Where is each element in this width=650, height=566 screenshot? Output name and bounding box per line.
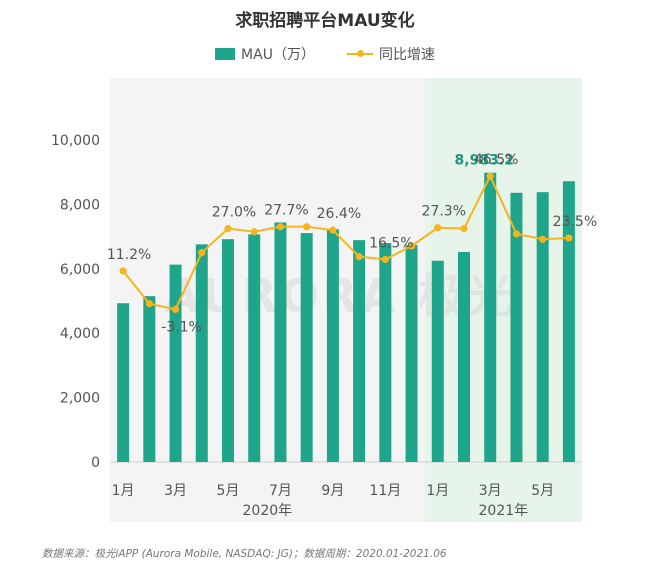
- chart-title: 求职招聘平台MAU变化: [235, 11, 415, 31]
- legend-label-yoy: 同比增速: [378, 47, 435, 63]
- yoy-point: [355, 253, 363, 261]
- x-tick-label: 7月: [269, 483, 292, 499]
- data-source-note: 数据来源：极光iAPP (Aurora Mobile, NASDAQ: JG)；…: [42, 548, 447, 560]
- yoy-value-label: 26.4%: [317, 206, 361, 222]
- y-tick-label: 10,000: [51, 133, 100, 149]
- mau-bar: [143, 296, 156, 462]
- yoy-point: [171, 305, 180, 313]
- x-tick-label: 1月: [112, 483, 135, 499]
- legend-bar-swatch: [215, 48, 236, 60]
- yoy-point: [250, 228, 258, 236]
- yoy-point: [145, 300, 153, 308]
- yoy-value-label: 46.5%: [474, 152, 518, 168]
- legend-item-yoy: 同比增速: [346, 44, 435, 64]
- mau-bar: [536, 192, 549, 462]
- y-tick-label: 6,000: [60, 262, 100, 278]
- x-tick-label: 11月: [369, 483, 401, 499]
- yoy-point: [434, 224, 442, 232]
- mau-bar: [274, 222, 287, 462]
- yoy-value-label: 23.5%: [553, 214, 597, 230]
- year-label: 2021年: [479, 503, 529, 519]
- yoy-value-label: 16.5%: [369, 235, 413, 251]
- yoy-growth-line: [122, 173, 569, 311]
- legend-label-mau: MAU（万）: [241, 47, 315, 63]
- y-tick-label: 4,000: [60, 326, 100, 342]
- mau-bar: [300, 233, 313, 462]
- mau-bar: [326, 229, 339, 462]
- mau-bar: [222, 239, 234, 462]
- mau-bar: [405, 244, 418, 462]
- yoy-value-label: 11.2%: [107, 247, 151, 263]
- yoy-point: [407, 242, 416, 250]
- yoy-point: [460, 224, 468, 233]
- mau-bar: [248, 234, 261, 462]
- bar-value-label: 8,983.2: [455, 153, 514, 169]
- mau-bar: [379, 243, 392, 462]
- y-tick-label: 2,000: [60, 391, 100, 407]
- yoy-value-label: 27.0%: [212, 205, 256, 221]
- yoy-value-label: -3.1%: [161, 319, 202, 335]
- yoy-point: [565, 234, 573, 242]
- mau-bar: [562, 181, 575, 462]
- year-background-0: [110, 78, 425, 522]
- yoy-point: [512, 230, 521, 238]
- mau-bar: [169, 264, 182, 462]
- yoy-point: [303, 223, 311, 231]
- yoy-point: [381, 255, 389, 264]
- legend-line-swatch: [346, 48, 373, 60]
- yoy-point: [224, 224, 232, 233]
- yoy-point: [198, 249, 206, 257]
- yoy-value-label: 27.3%: [422, 204, 466, 220]
- year-background-1: [424, 78, 582, 522]
- y-tick-label: 8,000: [60, 197, 100, 213]
- mau-bar: [458, 252, 470, 462]
- yoy-point: [486, 172, 494, 180]
- y-tick-label: 0: [91, 455, 100, 471]
- mau-bar: [484, 172, 497, 462]
- yoy-point: [119, 267, 127, 275]
- mau-bar: [117, 303, 130, 462]
- x-tick-label: 5月: [217, 483, 240, 499]
- x-tick-label: 9月: [321, 483, 344, 499]
- x-tick-label: 1月: [426, 483, 449, 499]
- yoy-value-label: 27.7%: [264, 203, 308, 219]
- mau-bar: [510, 192, 523, 463]
- x-tick-label: 5月: [531, 483, 554, 499]
- yoy-point: [539, 235, 547, 243]
- chart-legend: MAU（万） 同比增速: [0, 44, 650, 64]
- mau-bar: [431, 260, 444, 462]
- yoy-point: [276, 223, 285, 231]
- x-tick-label: 3月: [479, 483, 502, 499]
- year-label: 2020年: [243, 503, 293, 519]
- yoy-point: [329, 226, 337, 234]
- x-tick-label: 3月: [164, 483, 187, 499]
- mau-bar: [353, 240, 366, 462]
- mau-bar: [195, 244, 208, 462]
- legend-item-mau: MAU（万）: [215, 44, 315, 64]
